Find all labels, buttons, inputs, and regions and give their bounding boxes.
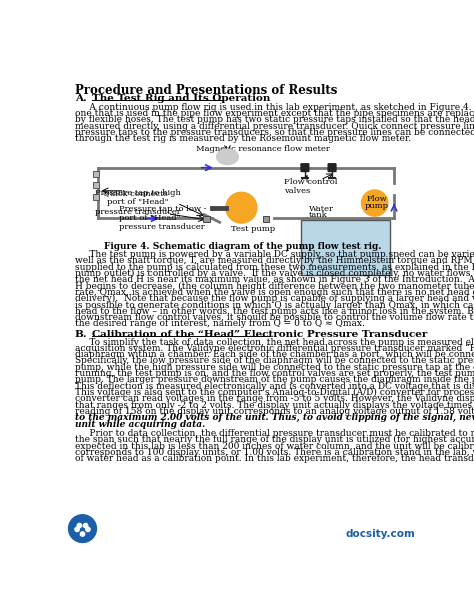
Bar xyxy=(203,216,210,221)
Circle shape xyxy=(226,192,257,223)
Text: the span such that nearly the full range of the display unit is utilized (for hi: the span such that nearly the full range… xyxy=(75,435,474,444)
Text: diaphragm within a chamber. Each side of the chamber has a port, which will be c: diaphragm within a chamber. Each side of… xyxy=(75,350,474,359)
Text: delivery).  Note that because the flow pump is capable of supplying a larger hea: delivery). Note that because the flow pu… xyxy=(75,294,474,303)
Text: pressure taps to the pressure transducers, so that the pressure lines can be con: pressure taps to the pressure transducer… xyxy=(75,128,474,137)
Text: expected in this lab is less than 200 inches of water column, and the unit will : expected in this lab is less than 200 in… xyxy=(75,441,474,451)
Text: Quick connects: Quick connects xyxy=(103,189,168,197)
Text: To simplify the task of data collection, the net head across the pump is measure: To simplify the task of data collection,… xyxy=(75,338,474,346)
Text: Procedure and Presentations of Results: Procedure and Presentations of Results xyxy=(75,85,337,97)
Text: one that is used in the pipe flow experiment except that the pipe specimens are : one that is used in the pipe flow experi… xyxy=(75,109,474,118)
Text: reading of 158 on the display unit corresponds to an analog voltage output of 1.: reading of 158 on the display unit corre… xyxy=(75,407,474,416)
Circle shape xyxy=(362,190,388,216)
Text: corresponds to 100 display units, or 1.00 volts. There is a calibration stand in: corresponds to 100 display units, or 1.0… xyxy=(75,448,474,457)
Bar xyxy=(92,171,99,177)
Text: A.: A. xyxy=(75,94,86,102)
Polygon shape xyxy=(328,164,336,172)
Text: through the test rig is measured by the Rosemount magnetic flow meter.: through the test rig is measured by the … xyxy=(75,134,411,143)
Bar xyxy=(301,220,390,275)
Text: Test pump: Test pump xyxy=(231,224,275,233)
Circle shape xyxy=(75,527,79,531)
Text: This voltage is also sent to the computer’s Analog-to-Digital (A/D) converter fo: This voltage is also sent to the compute… xyxy=(75,388,474,397)
Polygon shape xyxy=(301,164,309,172)
Circle shape xyxy=(77,524,82,528)
Text: supplied to the pump is calculated from these two measurements, as explained in : supplied to the pump is calculated from … xyxy=(75,263,474,272)
Text: Pressure tap to high
port of "Head"
pressure transducer: Pressure tap to high port of "Head" pres… xyxy=(95,189,181,216)
Bar xyxy=(92,194,99,200)
Circle shape xyxy=(83,524,88,528)
Text: pump: pump xyxy=(365,202,389,210)
Text: that ranges from only -2 to 2 volts. The display unit actually displays the volt: that ranges from only -2 to 2 volts. The… xyxy=(75,401,474,409)
Text: pump. The larger pressure downstream of the pump causes the diaphragm inside the: pump. The larger pressure downstream of … xyxy=(75,375,474,384)
Text: measured directly, using a differential pressure transducer. Quick connect press: measured directly, using a differential … xyxy=(75,122,474,131)
Text: Magnetic resonance flow meter: Magnetic resonance flow meter xyxy=(196,145,330,153)
Bar xyxy=(92,182,99,188)
Text: Flow control
valves: Flow control valves xyxy=(284,178,337,195)
Text: Water: Water xyxy=(309,205,334,213)
Text: H begins to decrease, (the column height difference between the two manometer tu: H begins to decrease, (the column height… xyxy=(75,281,474,291)
Text: well as the shaft torque, T, are measured directly by the Himmelstein torque and: well as the shaft torque, T, are measure… xyxy=(75,256,474,265)
Text: Figure 4. Schematic diagram of the pump flow test rig.: Figure 4. Schematic diagram of the pump … xyxy=(104,242,382,251)
Bar xyxy=(263,216,269,221)
Circle shape xyxy=(69,515,96,543)
Circle shape xyxy=(86,527,90,531)
Text: to the maximum 2.00 volts of the unit. Thus, to avoid clipping of the signal, ne: to the maximum 2.00 volts of the unit. T… xyxy=(75,413,474,422)
Circle shape xyxy=(80,532,85,536)
Text: Prior to data collection, the differential pressure transducer must be calibrate: Prior to data collection, the differenti… xyxy=(75,429,474,438)
Text: running, the test pump is on, and the flow control valves are set properly, the : running, the test pump is on, and the fl… xyxy=(75,369,474,378)
Text: the desired range of interest, namely from Q = 0 to Q ≈ Qmax.: the desired range of interest, namely fr… xyxy=(75,319,365,329)
Text: by flexible hoses. The test pump has two static pressure taps installed so that : by flexible hoses. The test pump has two… xyxy=(75,115,474,124)
Text: docsity.com: docsity.com xyxy=(346,530,416,539)
Text: Specifically, the low pressure side of the diaphragm will be connected to the st: Specifically, the low pressure side of t… xyxy=(75,356,474,365)
Text: unit while acquiring data.: unit while acquiring data. xyxy=(75,419,205,428)
Polygon shape xyxy=(328,164,336,172)
Text: B.: B. xyxy=(75,330,87,338)
Text: converter can read voltages in the range from -5 to 5 volts. However, the Validy: converter can read voltages in the range… xyxy=(75,394,474,403)
Text: Pressure tap to low -
port of "Head"
pressure transducer: Pressure tap to low - port of "Head" pre… xyxy=(119,205,206,231)
Text: acquisition system. The Validyne electronic differential pressure transducer mar: acquisition system. The Validyne electro… xyxy=(75,344,474,353)
Text: pump, while the high pressure side will be connected to the static pressure tap : pump, while the high pressure side will … xyxy=(75,363,474,371)
Text: is possible to generate conditions in which Q is actually larger than Qmax, in w: is possible to generate conditions in wh… xyxy=(75,300,474,310)
Text: Calibration of the “Head” Electronic Pressure Transducer: Calibration of the “Head” Electronic Pre… xyxy=(92,330,427,338)
Text: head to the flow – in other words, the test pump acts like a minor loss in the s: head to the flow – in other words, the t… xyxy=(75,307,474,316)
Ellipse shape xyxy=(217,149,238,164)
Text: This deflection is measured electronically and is converted into a DC voltage th: This deflection is measured electronical… xyxy=(75,382,474,390)
Text: of water head as a calibration point. In this lab experiment, therefore, the hea: of water head as a calibration point. In… xyxy=(75,454,474,463)
Text: tank: tank xyxy=(309,211,328,219)
Text: Flow: Flow xyxy=(367,196,388,204)
Text: The Test Rig and Its Operation: The Test Rig and Its Operation xyxy=(92,94,270,102)
Text: The test pump is powered by a variable DC supply, so that pump speed can be vari: The test pump is powered by a variable D… xyxy=(75,250,474,259)
Text: downstream flow control valves, it should be possible to control the volume flow: downstream flow control valves, it shoul… xyxy=(75,313,474,322)
Text: pump outlet) is controlled by a valve.  If the valve is closed completely, no wa: pump outlet) is controlled by a valve. I… xyxy=(75,269,474,278)
Text: A continuous pump flow rig is used in this lab experiment, as sketched in Figure: A continuous pump flow rig is used in th… xyxy=(75,103,474,112)
Polygon shape xyxy=(301,164,309,172)
Text: the net head H is near its maximum value, as shown in Figure 3 of the Introducti: the net head H is near its maximum value… xyxy=(75,275,474,284)
Text: rate, Qmax, is achieved when the valve is open enough such that there is no net : rate, Qmax, is achieved when the valve i… xyxy=(75,288,474,297)
